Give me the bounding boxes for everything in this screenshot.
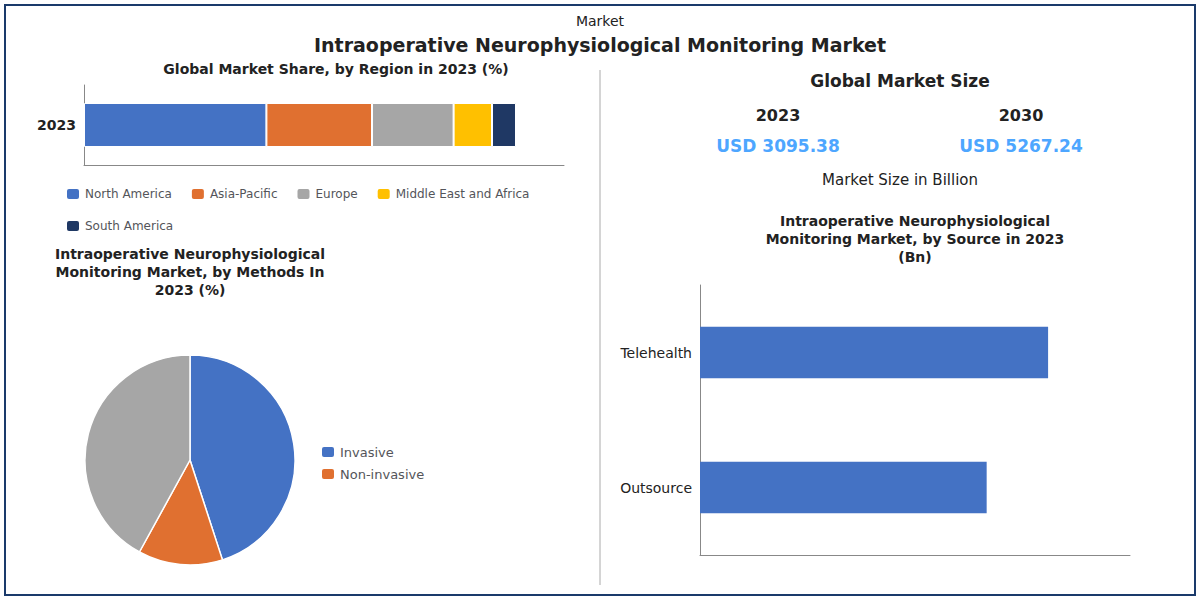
svg-text:Market Size in Billion: Market Size in Billion [822, 171, 978, 189]
svg-text:USD 3095.38: USD 3095.38 [716, 136, 840, 156]
svg-text:Outsource: Outsource [620, 480, 692, 496]
svg-text:Telehealth: Telehealth [619, 345, 692, 361]
svg-text:Intraoperative Neurophysiologi: Intraoperative Neurophysiological [55, 246, 325, 262]
svg-text:Global Market Share, by Region: Global Market Share, by Region in 2023 (… [163, 61, 508, 77]
svg-text:Monitoring Market, by Source i: Monitoring Market, by Source in 2023 [766, 231, 1065, 247]
svg-text:Europe: Europe [315, 187, 357, 201]
svg-text:Market: Market [576, 13, 625, 29]
svg-text:2023: 2023 [756, 106, 801, 125]
svg-text:Middle East and Africa: Middle East and Africa [396, 187, 530, 201]
svg-text:South America: South America [85, 219, 173, 233]
svg-text:Global Market Size: Global Market Size [810, 71, 990, 91]
svg-text:2023: 2023 [37, 117, 76, 133]
svg-text:Non-invasive: Non-invasive [340, 467, 424, 482]
svg-text:USD 5267.24: USD 5267.24 [959, 136, 1083, 156]
svg-text:Monitoring Market, by Methods: Monitoring Market, by Methods In [56, 264, 325, 280]
svg-text:Intraoperative Neurophysiologi: Intraoperative Neurophysiological Monito… [314, 34, 886, 56]
svg-text:2023 (%): 2023 (%) [155, 282, 226, 298]
svg-text:North America: North America [85, 187, 172, 201]
svg-text:2030: 2030 [999, 106, 1044, 125]
svg-text:Asia-Pacific: Asia-Pacific [210, 187, 278, 201]
svg-text:Intraoperative Neurophysiologi: Intraoperative Neurophysiological [780, 213, 1050, 229]
svg-text:Invasive: Invasive [340, 445, 394, 460]
svg-text:(Bn): (Bn) [898, 249, 931, 265]
